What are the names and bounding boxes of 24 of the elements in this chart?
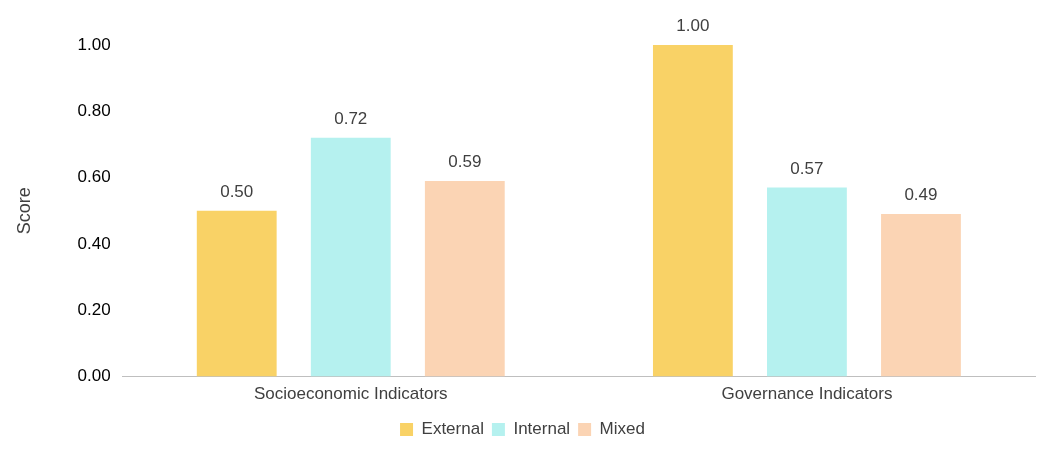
bar: [310, 137, 391, 377]
bar: [196, 210, 277, 377]
data-label: 0.57: [790, 158, 824, 178]
data-label: 0.49: [904, 185, 938, 205]
data-label: 1.00: [676, 16, 710, 36]
x-tick-label: Socioeconomic Indicators: [253, 384, 448, 404]
bar: [424, 180, 505, 377]
legend-label: Internal: [513, 419, 571, 439]
y-tick-label: 0.60: [77, 167, 111, 187]
y-tick-label: 0.00: [77, 366, 111, 386]
data-label: 0.50: [220, 181, 254, 201]
data-label: 0.72: [334, 109, 368, 129]
y-tick-label: 0.20: [77, 299, 111, 319]
x-tick-label: Governance Indicators: [721, 384, 893, 404]
y-axis-title: Score: [13, 187, 34, 235]
bar: [881, 214, 961, 377]
bar: [652, 45, 733, 377]
y-tick-label: 1.00: [77, 34, 111, 54]
data-label: 0.59: [448, 152, 482, 172]
y-tick-label: 0.80: [77, 101, 111, 121]
y-tick-label: 0.40: [77, 233, 111, 253]
legend-label: External: [421, 419, 484, 439]
legend-label: Mixed: [599, 419, 645, 439]
bar: [767, 187, 847, 377]
